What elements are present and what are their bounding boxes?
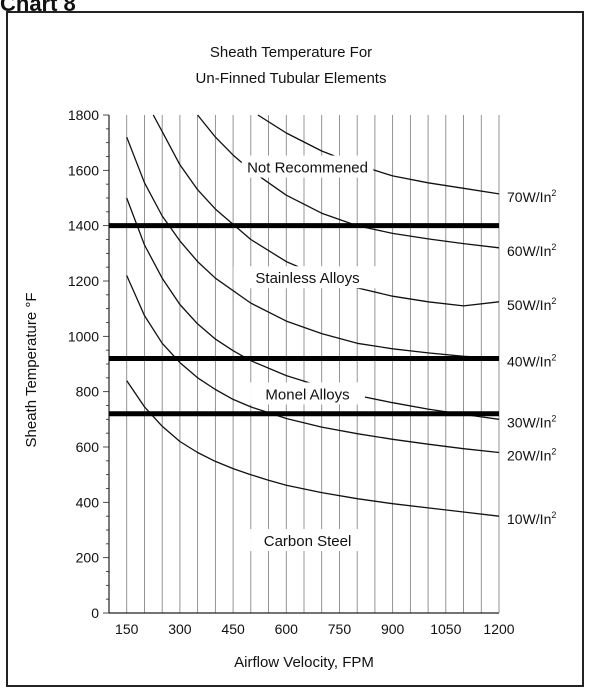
y-tick-label: 1000 — [68, 328, 99, 344]
tick-labels: 0 200 400 600 800 1000 1200 1400 1600 1800 150 300 4… — [68, 107, 515, 637]
x-tick-label: 600 — [275, 621, 299, 637]
series-label-1: 10W/In2 — [507, 510, 556, 527]
series-label-4: 40W/In2 — [507, 352, 556, 369]
axes — [103, 114, 500, 614]
y-tick-label: 800 — [76, 384, 100, 400]
x-tick-label: 150 — [115, 621, 139, 637]
series-lines — [126, 114, 500, 517]
zone-label-bg — [241, 155, 374, 178]
series-label-7: 70W/In2 — [507, 188, 556, 205]
x-tick-label: 300 — [168, 621, 192, 637]
y-tick-label: 1400 — [68, 218, 99, 234]
zone-label-bg — [250, 382, 365, 405]
series-line-4 — [126, 136, 500, 360]
series-label-6: 60W/In2 — [507, 242, 556, 259]
series-line-1 — [126, 380, 500, 517]
x-tick-label: 450 — [221, 621, 245, 637]
y-tick-label: 1600 — [68, 162, 99, 178]
zone-labels: Not Recommened Stainless Alloys Monel Allo… — [233, 155, 382, 552]
x-axis-label: Airflow Velocity, FPM — [234, 654, 374, 671]
series-labels: 10W/In2 20W/In2 30W/In2 40W/In2 50W/In2 60W/I… — [507, 188, 556, 527]
y-axis-label: Sheath Temperature °F — [23, 293, 40, 448]
series-label-5: 50W/In2 — [507, 296, 556, 313]
y-tick-label: 1800 — [68, 107, 99, 123]
x-tick-label: 1200 — [483, 621, 514, 637]
series-label-3: 30W/In2 — [507, 413, 556, 430]
chart-title: Sheath Temperature For — [210, 44, 372, 61]
zone-label: Monel Alloys — [265, 386, 349, 403]
series-line-5 — [152, 114, 500, 307]
y-tick-label: 200 — [76, 550, 100, 566]
limit-lines — [109, 223, 499, 417]
series-line-6 — [197, 114, 500, 249]
zone-label: Not Recommened — [247, 160, 368, 177]
series-label-2: 20W/In2 — [507, 447, 556, 464]
zone-label-bg — [233, 266, 382, 289]
zone-label-bg — [250, 529, 365, 552]
chart-subtitle: Un-Finned Tubular Elements — [196, 70, 387, 87]
y-tick-label: 1200 — [68, 273, 99, 289]
chart-frame — [6, 11, 584, 687]
zone-label: Carbon Steel — [264, 533, 352, 550]
x-tick-label: 1050 — [430, 621, 461, 637]
y-tick-label: 400 — [76, 494, 100, 510]
series-line-7 — [257, 114, 500, 195]
y-tick-label: 0 — [91, 605, 99, 621]
series-line-2 — [126, 275, 500, 454]
x-tick-label: 750 — [328, 621, 352, 637]
x-tick-label: 900 — [381, 621, 405, 637]
y-tick-label: 600 — [76, 439, 100, 455]
zone-label: Stainless Alloys — [255, 270, 359, 287]
